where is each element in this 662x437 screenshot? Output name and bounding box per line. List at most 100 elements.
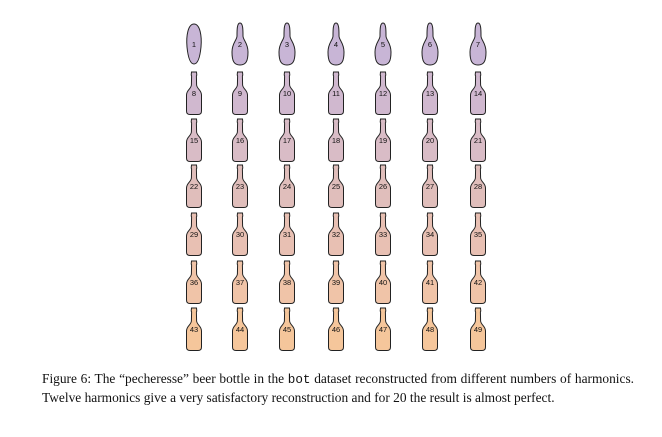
bottle-label: 47: [379, 325, 387, 334]
bottle-outline: [328, 118, 344, 162]
bottle-label: 13: [426, 89, 434, 98]
bottle-label: 26: [379, 182, 387, 191]
bottle-label: 5: [381, 40, 385, 49]
bottle-2: 2: [231, 22, 249, 66]
bottle-15: 15: [186, 118, 202, 162]
bottle-37: 37: [232, 260, 248, 304]
bottle-label: 30: [236, 230, 244, 239]
bottle-outline: [278, 22, 296, 66]
bottle-24: 24: [279, 164, 295, 208]
bottle-28: 28: [470, 164, 486, 208]
bottle-30: 30: [232, 212, 248, 256]
bottle-outline: [422, 212, 438, 256]
bottle-13: 13: [422, 71, 438, 115]
bottle-label: 38: [283, 278, 291, 287]
bottle-outline: [232, 260, 248, 304]
bottle-label: 32: [332, 230, 340, 239]
bottle-label: 11: [332, 89, 340, 98]
bottle-21: 21: [470, 118, 486, 162]
bottle-outline: [232, 307, 248, 351]
bottle-label: 25: [332, 182, 340, 191]
bottle-label: 1: [192, 40, 196, 49]
bottle-27: 27: [422, 164, 438, 208]
bottle-outline: [422, 260, 438, 304]
bottle-outline: [186, 71, 202, 115]
bottle-43: 43: [186, 307, 202, 351]
bottle-label: 42: [474, 278, 482, 287]
bottle-47: 47: [375, 307, 391, 351]
bottle-36: 36: [186, 260, 202, 304]
bottle-label: 22: [190, 182, 198, 191]
bottle-14: 14: [470, 71, 486, 115]
bottle-label: 48: [426, 325, 434, 334]
bottle-12: 12: [375, 71, 391, 115]
bottle-outline: [279, 164, 295, 208]
bottle-label: 41: [426, 278, 434, 287]
bottle-6: 6: [421, 22, 439, 66]
bottle-outline: [470, 260, 486, 304]
bottle-label: 12: [379, 89, 387, 98]
bottle-19: 19: [375, 118, 391, 162]
bottle-outline: [186, 23, 202, 65]
bottle-outline: [328, 71, 344, 115]
bottle-label: 29: [190, 230, 198, 239]
bottle-17: 17: [279, 118, 295, 162]
bottle-outline: [279, 307, 295, 351]
bottle-18: 18: [328, 118, 344, 162]
bottle-label: 20: [426, 136, 434, 145]
bottle-outline: [422, 164, 438, 208]
bottle-42: 42: [470, 260, 486, 304]
bottle-7: 7: [469, 22, 487, 66]
bottle-outline: [422, 307, 438, 351]
bottle-10: 10: [279, 71, 295, 115]
bottle-label: 33: [379, 230, 387, 239]
bottle-22: 22: [186, 164, 202, 208]
bottle-outline: [186, 212, 202, 256]
bottle-label: 37: [236, 278, 244, 287]
bottle-outline: [328, 164, 344, 208]
bottle-outline: [279, 260, 295, 304]
bottle-outline: [470, 164, 486, 208]
bottle-label: 7: [476, 40, 480, 49]
bottle-outline: [186, 164, 202, 208]
bottle-outline: [279, 118, 295, 162]
bottle-38: 38: [279, 260, 295, 304]
bottle-9: 9: [232, 71, 248, 115]
bottle-outline: [279, 212, 295, 256]
bottle-3: 3: [278, 22, 296, 66]
bottle-outline: [375, 307, 391, 351]
bottle-16: 16: [232, 118, 248, 162]
bottle-label: 4: [334, 40, 338, 49]
bottle-label: 10: [283, 89, 291, 98]
bottle-label: 9: [238, 89, 242, 98]
bottle-outline: [421, 22, 439, 66]
bottle-20: 20: [422, 118, 438, 162]
bottle-outline: [231, 22, 249, 66]
bottle-outline: [375, 260, 391, 304]
bottle-39: 39: [328, 260, 344, 304]
bottle-label: 17: [283, 136, 291, 145]
bottle-41: 41: [422, 260, 438, 304]
bottle-44: 44: [232, 307, 248, 351]
bottle-label: 44: [236, 325, 244, 334]
bottle-1: 1: [186, 23, 202, 65]
bottle-label: 2: [238, 40, 242, 49]
bottle-label: 16: [236, 136, 244, 145]
bottle-32: 32: [328, 212, 344, 256]
bottle-outline: [374, 22, 392, 66]
caption-prefix: Figure 6: The “pecheresse” beer bottle i…: [42, 371, 288, 386]
bottle-outline: [422, 118, 438, 162]
bottle-outline: [232, 212, 248, 256]
bottle-label: 43: [190, 325, 198, 334]
bottle-outline: [327, 22, 345, 66]
bottle-label: 24: [283, 182, 291, 191]
bottle-29: 29: [186, 212, 202, 256]
bottle-label: 34: [426, 230, 434, 239]
bottle-outline: [375, 118, 391, 162]
bottle-label: 46: [332, 325, 340, 334]
bottle-outline: [470, 307, 486, 351]
bottle-outline: [375, 71, 391, 115]
bottle-5: 5: [374, 22, 392, 66]
bottle-label: 19: [379, 136, 387, 145]
